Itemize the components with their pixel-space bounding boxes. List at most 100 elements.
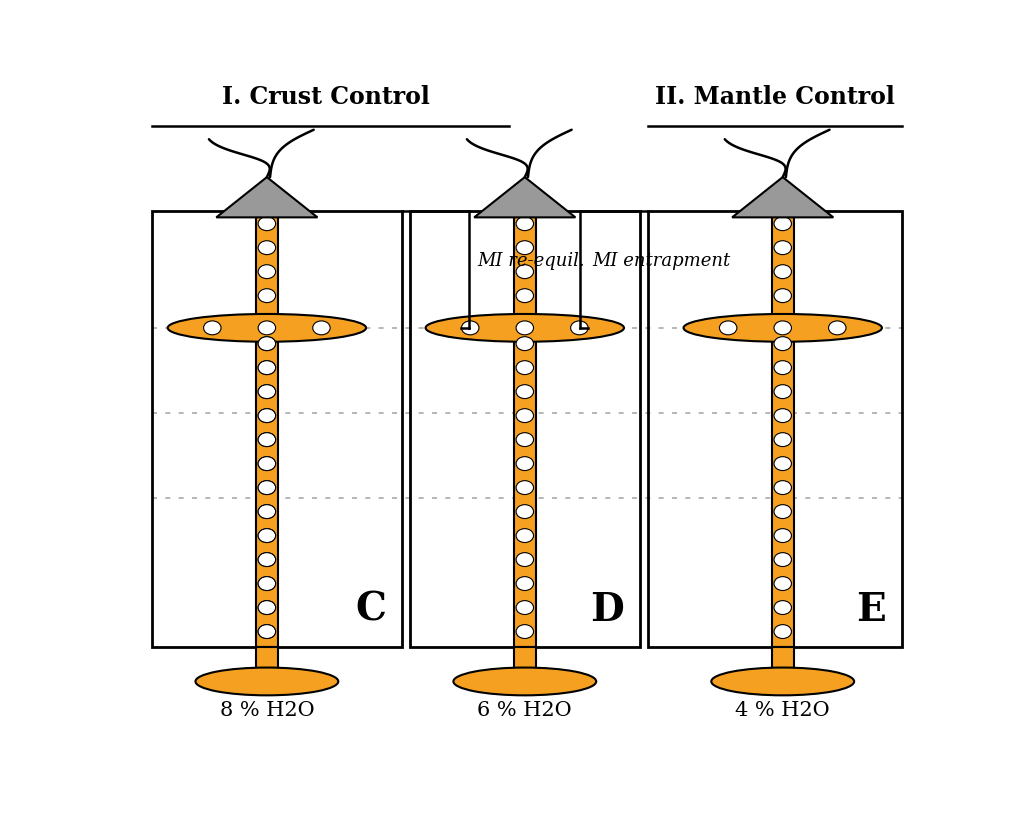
Circle shape bbox=[516, 601, 534, 615]
Ellipse shape bbox=[712, 667, 854, 695]
Circle shape bbox=[774, 385, 792, 399]
Circle shape bbox=[258, 481, 275, 495]
Text: D: D bbox=[590, 590, 624, 628]
Polygon shape bbox=[732, 178, 834, 218]
Circle shape bbox=[258, 457, 275, 471]
Circle shape bbox=[258, 529, 275, 543]
Circle shape bbox=[774, 218, 792, 231]
Circle shape bbox=[774, 289, 792, 303]
Circle shape bbox=[774, 601, 792, 615]
Circle shape bbox=[774, 242, 792, 256]
Circle shape bbox=[258, 505, 275, 519]
Circle shape bbox=[312, 322, 330, 336]
Circle shape bbox=[258, 529, 275, 543]
Polygon shape bbox=[772, 647, 794, 672]
Circle shape bbox=[516, 361, 534, 375]
Circle shape bbox=[720, 322, 737, 336]
Circle shape bbox=[258, 265, 275, 279]
Circle shape bbox=[516, 385, 534, 399]
Circle shape bbox=[516, 289, 534, 303]
Ellipse shape bbox=[426, 314, 624, 342]
Circle shape bbox=[774, 577, 792, 590]
Circle shape bbox=[258, 601, 275, 615]
Circle shape bbox=[258, 337, 275, 351]
Text: E: E bbox=[856, 590, 886, 628]
Circle shape bbox=[516, 242, 534, 256]
Circle shape bbox=[516, 322, 534, 336]
Circle shape bbox=[258, 553, 275, 567]
Circle shape bbox=[516, 553, 534, 567]
Text: C: C bbox=[355, 590, 386, 628]
Circle shape bbox=[258, 361, 275, 375]
Circle shape bbox=[774, 505, 792, 519]
Polygon shape bbox=[772, 212, 794, 647]
Circle shape bbox=[516, 577, 534, 590]
Text: II. Mantle Control: II. Mantle Control bbox=[654, 85, 895, 109]
Circle shape bbox=[774, 361, 792, 375]
Circle shape bbox=[774, 481, 792, 495]
Circle shape bbox=[516, 457, 534, 471]
Circle shape bbox=[258, 433, 275, 447]
Circle shape bbox=[258, 218, 275, 231]
Circle shape bbox=[258, 289, 275, 303]
Circle shape bbox=[774, 265, 792, 279]
Text: 4 % H2O: 4 % H2O bbox=[735, 700, 830, 720]
Circle shape bbox=[258, 625, 275, 639]
Polygon shape bbox=[514, 212, 536, 647]
Circle shape bbox=[516, 218, 534, 231]
Circle shape bbox=[258, 385, 275, 399]
Circle shape bbox=[258, 433, 275, 447]
Text: I. Crust Control: I. Crust Control bbox=[222, 85, 430, 109]
Ellipse shape bbox=[196, 667, 338, 695]
Circle shape bbox=[258, 625, 275, 639]
Polygon shape bbox=[514, 647, 536, 672]
Ellipse shape bbox=[684, 314, 882, 342]
Circle shape bbox=[258, 410, 275, 423]
Circle shape bbox=[516, 481, 534, 495]
Circle shape bbox=[462, 322, 479, 336]
Circle shape bbox=[774, 337, 792, 351]
Circle shape bbox=[258, 410, 275, 423]
Circle shape bbox=[258, 577, 275, 590]
Circle shape bbox=[774, 529, 792, 543]
Circle shape bbox=[516, 433, 534, 447]
Polygon shape bbox=[256, 212, 278, 647]
Circle shape bbox=[516, 505, 534, 519]
Circle shape bbox=[570, 322, 588, 336]
Circle shape bbox=[516, 337, 534, 351]
Circle shape bbox=[258, 481, 275, 495]
Circle shape bbox=[258, 337, 275, 351]
Text: MI entrapment: MI entrapment bbox=[592, 251, 730, 269]
Circle shape bbox=[516, 265, 534, 279]
Circle shape bbox=[774, 410, 792, 423]
Circle shape bbox=[258, 553, 275, 567]
Circle shape bbox=[516, 410, 534, 423]
Bar bbox=[410, 212, 640, 647]
Circle shape bbox=[258, 505, 275, 519]
Circle shape bbox=[258, 322, 275, 336]
Polygon shape bbox=[216, 178, 317, 218]
Circle shape bbox=[774, 433, 792, 447]
Circle shape bbox=[258, 385, 275, 399]
Text: 8 % H2O: 8 % H2O bbox=[219, 700, 314, 720]
Polygon shape bbox=[256, 647, 278, 672]
Ellipse shape bbox=[168, 314, 367, 342]
Circle shape bbox=[258, 242, 275, 256]
Circle shape bbox=[774, 457, 792, 471]
Circle shape bbox=[828, 322, 846, 336]
Circle shape bbox=[774, 553, 792, 567]
Circle shape bbox=[774, 322, 792, 336]
Bar bbox=[648, 212, 902, 647]
Circle shape bbox=[204, 322, 221, 336]
Circle shape bbox=[774, 625, 792, 639]
Circle shape bbox=[258, 601, 275, 615]
Ellipse shape bbox=[454, 667, 596, 695]
Text: 6 % H2O: 6 % H2O bbox=[477, 700, 572, 720]
Circle shape bbox=[258, 361, 275, 375]
Circle shape bbox=[516, 625, 534, 639]
Text: MI re-equil.: MI re-equil. bbox=[477, 251, 585, 269]
Bar bbox=[152, 212, 401, 647]
Circle shape bbox=[258, 457, 275, 471]
Circle shape bbox=[258, 577, 275, 590]
Polygon shape bbox=[474, 178, 575, 218]
